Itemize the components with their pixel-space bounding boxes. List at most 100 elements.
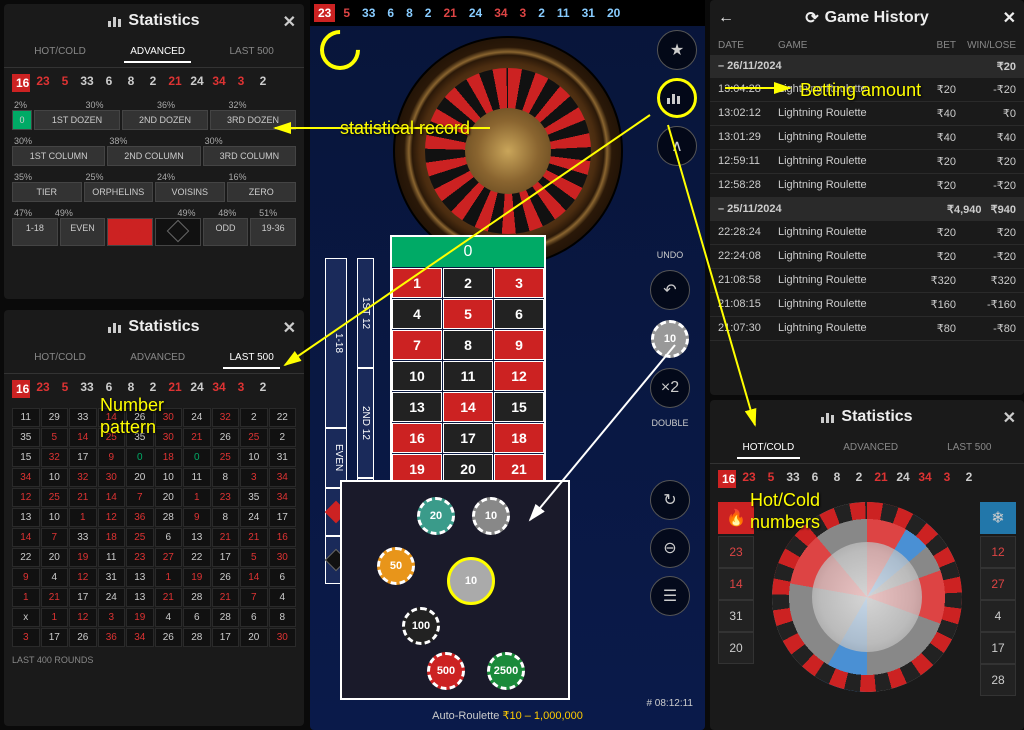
- history-row[interactable]: 13:01:29Lightning Roulette₹40₹40: [710, 126, 1024, 150]
- recent-num: 23: [34, 380, 52, 398]
- bet-tier[interactable]: TIER: [12, 182, 82, 202]
- tab-hot-cold[interactable]: HOT/COLD: [737, 438, 801, 459]
- grid-num: 6: [240, 608, 268, 627]
- chip-10[interactable]: 10: [472, 497, 510, 535]
- grid-num: 10: [41, 508, 69, 527]
- tab-last-500[interactable]: LAST 500: [223, 42, 279, 63]
- history-date-row[interactable]: – 26/11/2024 ₹20: [710, 55, 1024, 78]
- bet-red[interactable]: [107, 218, 153, 246]
- back-button[interactable]: ←: [718, 9, 734, 27]
- grid-num: 2: [240, 408, 268, 427]
- close-icon[interactable]: ✕: [1003, 408, 1016, 428]
- tab-advanced[interactable]: ADVANCED: [124, 348, 191, 369]
- bet-16[interactable]: 16: [392, 423, 442, 453]
- history-row[interactable]: 12:58:28Lightning Roulette₹20-₹20: [710, 174, 1024, 198]
- collapse-button[interactable]: ∧: [657, 126, 697, 166]
- undo-button[interactable]: ↶: [650, 270, 690, 310]
- bet-7[interactable]: 7: [392, 330, 442, 360]
- timer-icon: [312, 22, 369, 79]
- grid-num: 21: [41, 588, 69, 607]
- bet-2[interactable]: 2: [443, 268, 493, 298]
- bet-18[interactable]: 18: [494, 423, 544, 453]
- chip-50[interactable]: 50: [377, 547, 415, 585]
- cold-num: 4: [980, 600, 1016, 632]
- bet-2nd-dozen[interactable]: 2ND DOZEN: [122, 110, 208, 130]
- racetrack-button[interactable]: ⊖: [650, 528, 690, 568]
- tab-hot-cold[interactable]: HOT/COLD: [28, 348, 92, 369]
- history-row[interactable]: 21:08:58Lightning Roulette₹320₹320: [710, 269, 1024, 293]
- close-icon[interactable]: ✕: [283, 318, 296, 338]
- bet-zero[interactable]: ZERO: [227, 182, 297, 202]
- chip-10[interactable]: 10: [447, 557, 495, 605]
- grid-num: 0: [183, 448, 211, 467]
- strip-num: 31: [578, 4, 599, 22]
- tab-advanced[interactable]: ADVANCED: [124, 42, 191, 63]
- grid-num: 31: [269, 448, 297, 467]
- grid-num: 2: [269, 428, 297, 447]
- bet-1[interactable]: 1: [392, 268, 442, 298]
- bet-3rd-dozen[interactable]: 3RD DOZEN: [210, 110, 296, 130]
- bet-19-36[interactable]: 19-36: [250, 218, 296, 246]
- close-icon[interactable]: ✕: [1003, 8, 1016, 28]
- grid-num: 25: [41, 488, 69, 507]
- history-date-row[interactable]: – 25/11/2024₹4,940 ₹940: [710, 198, 1024, 221]
- bet-dozen[interactable]: 2ND 12: [357, 368, 374, 478]
- menu-button[interactable]: ☰: [650, 576, 690, 616]
- double-button[interactable]: ×2: [650, 368, 690, 408]
- chip-20[interactable]: 20: [417, 497, 455, 535]
- bet-odd[interactable]: ODD: [203, 218, 249, 246]
- bet-15[interactable]: 15: [494, 392, 544, 422]
- close-icon[interactable]: ✕: [283, 12, 296, 32]
- grid-num: 20: [240, 628, 268, 647]
- bet-11[interactable]: 11: [443, 361, 493, 391]
- chip-2500[interactable]: 2500: [487, 652, 525, 690]
- bet-even[interactable]: EVEN: [325, 428, 347, 488]
- bet-17[interactable]: 17: [443, 423, 493, 453]
- tab-last-500[interactable]: LAST 500: [223, 348, 279, 369]
- bet-12[interactable]: 12: [494, 361, 544, 391]
- bet-14[interactable]: 14: [443, 392, 493, 422]
- selected-chip[interactable]: 10: [651, 320, 689, 358]
- bet-10[interactable]: 10: [392, 361, 442, 391]
- tab-last-500[interactable]: LAST 500: [941, 438, 997, 459]
- grid-num: 17: [269, 508, 297, 527]
- tab-advanced[interactable]: ADVANCED: [837, 438, 904, 459]
- bet-orphelins[interactable]: ORPHELINS: [84, 182, 154, 202]
- favorite-button[interactable]: ★: [657, 30, 697, 70]
- bet-0[interactable]: 0: [12, 110, 32, 130]
- grid-num: 12: [12, 488, 40, 507]
- tab-hot-cold[interactable]: HOT/COLD: [28, 42, 92, 63]
- bet-9[interactable]: 9: [494, 330, 544, 360]
- bet-2nd-column[interactable]: 2ND COLUMN: [107, 146, 200, 166]
- history-row[interactable]: 22:24:08Lightning Roulette₹20-₹20: [710, 245, 1024, 269]
- history-row[interactable]: 21:08:15Lightning Roulette₹160-₹160: [710, 293, 1024, 317]
- bet-4[interactable]: 4: [392, 299, 442, 329]
- bet-3rd-column[interactable]: 3RD COLUMN: [203, 146, 296, 166]
- bet-13[interactable]: 13: [392, 392, 442, 422]
- history-row[interactable]: 22:28:24Lightning Roulette₹20₹20: [710, 221, 1024, 245]
- grid-num: 24: [98, 588, 126, 607]
- grid-num: 4: [155, 608, 183, 627]
- tabs: HOT/COLD ADVANCED LAST 500: [710, 434, 1024, 464]
- chip-100[interactable]: 100: [402, 607, 440, 645]
- repeat-button[interactable]: ↻: [650, 480, 690, 520]
- bet-even[interactable]: EVEN: [60, 218, 106, 246]
- history-row[interactable]: 13:02:12Lightning Roulette₹40₹0: [710, 102, 1024, 126]
- bet-zero[interactable]: 0: [392, 237, 544, 267]
- bet-8[interactable]: 8: [443, 330, 493, 360]
- bet-1-18[interactable]: 1-18: [12, 218, 58, 246]
- bet-1st-dozen[interactable]: 1ST DOZEN: [34, 110, 120, 130]
- bet-1-18[interactable]: 1-18: [325, 258, 347, 428]
- bet-6[interactable]: 6: [494, 299, 544, 329]
- bet-5[interactable]: 5: [443, 299, 493, 329]
- bet-dozen[interactable]: 1ST 12: [357, 258, 374, 368]
- bet-black[interactable]: [155, 218, 201, 246]
- history-row[interactable]: 21:07:30Lightning Roulette₹80-₹80: [710, 317, 1024, 341]
- history-row[interactable]: 13:04:28Lightning Roulette₹20-₹20: [710, 78, 1024, 102]
- history-row[interactable]: 12:59:11Lightning Roulette₹20₹20: [710, 150, 1024, 174]
- bet-3[interactable]: 3: [494, 268, 544, 298]
- bet-voisins[interactable]: VOISINS: [155, 182, 225, 202]
- bet-1st-column[interactable]: 1ST COLUMN: [12, 146, 105, 166]
- chip-500[interactable]: 500: [427, 652, 465, 690]
- stats-button[interactable]: [657, 78, 697, 118]
